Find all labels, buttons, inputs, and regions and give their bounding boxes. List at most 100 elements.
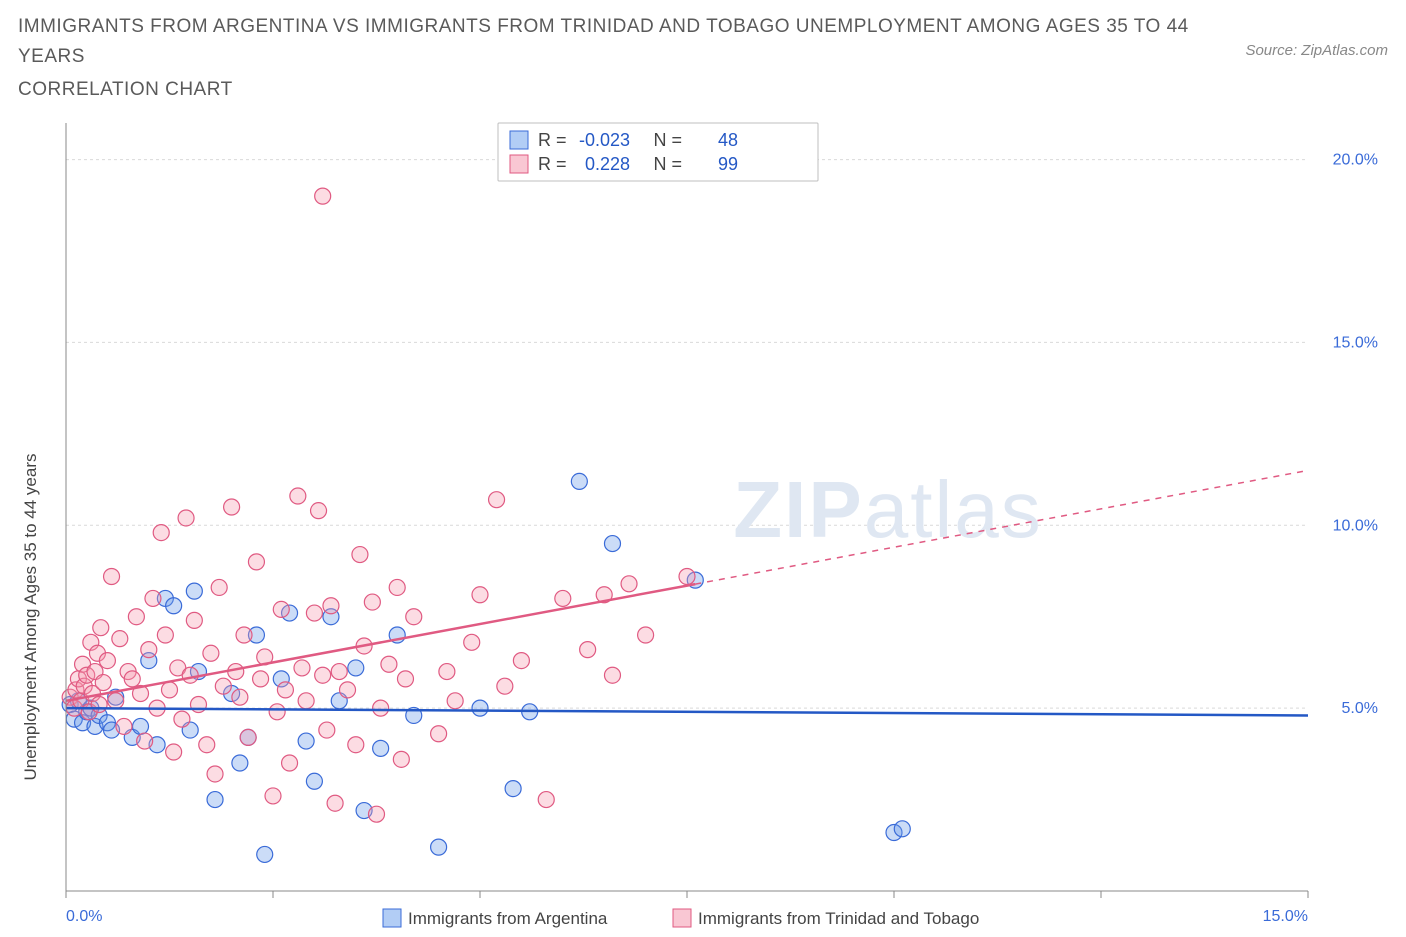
- data-point: [108, 693, 124, 709]
- legend-label-argentina: Immigrants from Argentina: [408, 909, 608, 928]
- trend-line: [66, 708, 1308, 715]
- data-point: [133, 718, 149, 734]
- data-point: [236, 627, 252, 643]
- data-point: [306, 605, 322, 621]
- data-point: [393, 751, 409, 767]
- chart-subtitle: CORRELATION CHART: [18, 79, 1245, 101]
- data-point: [638, 627, 654, 643]
- data-point: [431, 839, 447, 855]
- r-value-argentina: -0.023: [579, 130, 630, 150]
- data-point: [137, 733, 153, 749]
- data-point: [124, 671, 140, 687]
- data-point: [290, 488, 306, 504]
- data-point: [145, 590, 161, 606]
- data-point: [894, 821, 910, 837]
- data-point: [679, 568, 695, 584]
- data-point: [538, 791, 554, 807]
- data-point: [162, 682, 178, 698]
- r-label: R =: [538, 130, 567, 150]
- data-point: [315, 188, 331, 204]
- data-point: [273, 601, 289, 617]
- data-point: [497, 678, 513, 694]
- data-point: [373, 740, 389, 756]
- data-point: [240, 729, 256, 745]
- data-point: [166, 744, 182, 760]
- data-point: [604, 535, 620, 551]
- watermark: ZIPatlas: [733, 465, 1042, 554]
- data-point: [174, 711, 190, 727]
- y-tick-label: 10.0%: [1333, 517, 1378, 534]
- data-point: [472, 700, 488, 716]
- data-point: [298, 733, 314, 749]
- data-point: [621, 576, 637, 592]
- data-point: [203, 645, 219, 661]
- data-point: [128, 608, 144, 624]
- data-point: [116, 718, 132, 734]
- data-point: [389, 579, 405, 595]
- y-tick-label: 15.0%: [1333, 334, 1378, 351]
- data-point: [257, 846, 273, 862]
- data-point: [215, 678, 231, 694]
- data-point: [431, 726, 447, 742]
- data-point: [369, 806, 385, 822]
- data-point: [331, 663, 347, 679]
- y-axis-title: Unemployment Among Ages 35 to 44 years: [21, 453, 40, 780]
- data-point: [323, 598, 339, 614]
- data-point: [604, 667, 620, 683]
- data-point: [157, 627, 173, 643]
- data-point: [571, 473, 587, 489]
- data-point: [93, 619, 109, 635]
- n-label: N =: [653, 154, 682, 174]
- data-point: [580, 641, 596, 657]
- data-point: [513, 652, 529, 668]
- data-point: [327, 795, 343, 811]
- r-value-trinidad: 0.228: [585, 154, 630, 174]
- data-point: [319, 722, 335, 738]
- data-point: [104, 568, 120, 584]
- data-point: [112, 630, 128, 646]
- x-tick-label: 15.0%: [1263, 908, 1308, 925]
- data-point: [265, 788, 281, 804]
- data-point: [352, 546, 368, 562]
- data-point: [348, 660, 364, 676]
- data-point: [199, 736, 215, 752]
- data-point: [232, 689, 248, 705]
- data-point: [340, 682, 356, 698]
- data-point: [248, 554, 264, 570]
- data-point: [178, 510, 194, 526]
- x-tick-label: 0.0%: [66, 908, 102, 925]
- data-point: [306, 773, 322, 789]
- r-label: R =: [538, 154, 567, 174]
- legend-label-trinidad: Immigrants from Trinidad and Tobago: [698, 909, 979, 928]
- chart-source: Source: ZipAtlas.com: [1245, 42, 1388, 59]
- correlation-summary-legend: R = -0.023 N = 48 R = 0.228 N = 99: [498, 123, 818, 181]
- data-point: [555, 590, 571, 606]
- data-point: [99, 652, 115, 668]
- data-point: [373, 700, 389, 716]
- data-point: [166, 598, 182, 614]
- data-point: [253, 671, 269, 687]
- data-point: [153, 524, 169, 540]
- data-point: [211, 579, 227, 595]
- data-point: [186, 583, 202, 599]
- n-value-argentina: 48: [718, 130, 738, 150]
- data-point: [397, 671, 413, 687]
- data-point: [505, 780, 521, 796]
- data-point: [91, 696, 107, 712]
- data-point: [311, 502, 327, 518]
- data-point: [182, 667, 198, 683]
- data-point: [298, 693, 314, 709]
- data-point: [186, 612, 202, 628]
- n-value-trinidad: 99: [718, 154, 738, 174]
- data-point: [207, 791, 223, 807]
- correlation-scatter-chart: Unemployment Among Ages 35 to 44 years Z…: [18, 117, 1388, 937]
- y-tick-label: 5.0%: [1342, 700, 1378, 717]
- data-point: [364, 594, 380, 610]
- data-point: [447, 693, 463, 709]
- n-label: N =: [653, 130, 682, 150]
- chart-title: IMMIGRANTS FROM ARGENTINA VS IMMIGRANTS …: [18, 12, 1245, 73]
- data-point: [381, 656, 397, 672]
- data-point: [406, 608, 422, 624]
- data-point: [489, 491, 505, 507]
- data-point: [95, 674, 111, 690]
